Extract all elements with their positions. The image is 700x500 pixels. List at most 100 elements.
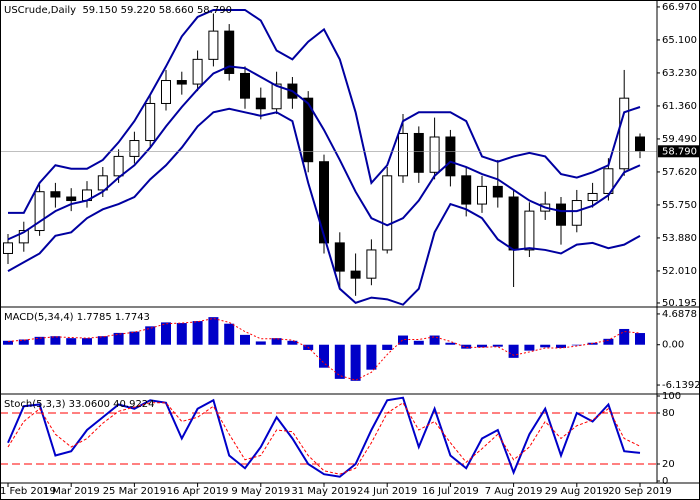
macd-bar xyxy=(255,341,266,345)
candle-body xyxy=(97,175,108,191)
band-line xyxy=(8,8,641,214)
y-tick-label: 80 xyxy=(662,408,675,419)
macd-bar xyxy=(287,340,298,345)
candle-body xyxy=(382,175,393,251)
y-tick-label: 57.620 xyxy=(662,167,697,178)
candle-body xyxy=(192,58,203,85)
macd-bar xyxy=(113,332,124,345)
macd-bar xyxy=(66,338,77,345)
candle-body xyxy=(208,30,219,60)
candle-body xyxy=(50,191,61,198)
y-tick-label: 59.490 xyxy=(662,134,697,145)
macd-bar xyxy=(208,317,219,345)
macd-bar xyxy=(82,338,92,345)
band-line xyxy=(7,107,641,306)
candle-body xyxy=(224,30,235,74)
x-tick-label: 7 Aug 2019 xyxy=(485,486,543,497)
y-tick-label: 0 xyxy=(662,476,668,487)
macd-bar xyxy=(271,338,282,345)
candle-body xyxy=(603,168,614,194)
macd-bar xyxy=(556,344,566,349)
candle-body xyxy=(66,196,77,202)
y-tick-label: 4.6878 xyxy=(662,309,697,320)
candle-body xyxy=(271,83,282,110)
candle-body xyxy=(366,249,377,279)
macd-bar xyxy=(445,342,456,345)
candle-body xyxy=(240,72,250,99)
y-tick-label: -6.1392 xyxy=(662,380,700,391)
candle-body xyxy=(587,192,598,202)
macd-bar xyxy=(129,331,140,345)
candle-body xyxy=(635,136,645,152)
candle-body xyxy=(350,270,361,279)
last-price-box xyxy=(658,145,700,158)
signal-line xyxy=(7,317,641,381)
macd-bar xyxy=(429,335,440,345)
macd-bar xyxy=(635,333,645,345)
x-tick-label: 24 Jun 2019 xyxy=(357,486,417,497)
candle-body xyxy=(477,185,487,205)
macd-bar xyxy=(145,326,156,345)
macd-bar xyxy=(319,344,329,368)
macd-bar xyxy=(571,344,582,346)
macd-bar xyxy=(508,344,519,358)
macd-bar xyxy=(366,344,377,370)
x-tick-label: 1 Feb 2019 xyxy=(0,486,56,497)
candle-body xyxy=(492,185,503,198)
y-tick-label: 53.880 xyxy=(662,233,697,244)
x-tick-label: 25 Mar 2019 xyxy=(103,486,166,497)
candle-body xyxy=(461,175,472,205)
macd-bar xyxy=(192,321,203,345)
x-tick-label: 1 Mar 2019 xyxy=(43,486,100,497)
candle-body xyxy=(445,136,456,177)
candle-body xyxy=(34,191,45,232)
macd-bar xyxy=(477,344,487,348)
candle-body xyxy=(18,230,29,244)
x-tick-label: 9 May 2019 xyxy=(231,486,290,497)
macd-bar xyxy=(619,328,630,345)
macd-bar xyxy=(50,336,61,345)
macd-bar xyxy=(524,344,535,351)
macd-bar xyxy=(176,323,187,345)
macd-bar xyxy=(350,344,361,381)
candle-body xyxy=(129,140,140,157)
y-tick-label: 0.00 xyxy=(662,340,684,351)
x-tick-label: 16 Apr 2019 xyxy=(167,486,229,497)
y-tick-label: 52.010 xyxy=(662,266,697,277)
panel-title: USCrude,Daily 59.150 59.220 58.660 58.79… xyxy=(4,5,232,16)
macd-bar xyxy=(334,344,345,379)
x-tick-label: 31 May 2019 xyxy=(291,486,356,497)
panel-title: MACD(5,34,4) 1.7785 1.7743 xyxy=(4,312,150,323)
x-tick-label: 20 Sep 2019 xyxy=(608,486,671,497)
macd-bar xyxy=(413,340,424,345)
candle-body xyxy=(429,136,440,173)
macd-bar xyxy=(97,336,108,345)
stoch-line xyxy=(7,396,641,478)
candle-body xyxy=(3,242,13,254)
band-line xyxy=(7,65,641,241)
y-tick-label: 61.360 xyxy=(662,101,697,112)
candle-body xyxy=(161,80,171,104)
candle-body xyxy=(303,97,314,163)
y-tick-label: 63.230 xyxy=(662,68,697,79)
macd-bar xyxy=(3,340,13,345)
candle-body xyxy=(556,203,566,226)
candle-body xyxy=(413,132,424,173)
macd-bar xyxy=(540,344,551,348)
macd-bar xyxy=(492,344,503,347)
last-price-label: 58.790 xyxy=(662,146,697,157)
macd-bar xyxy=(461,344,472,349)
candle-body xyxy=(524,210,535,251)
y-tick-label: 65.100 xyxy=(662,35,697,46)
candle-body xyxy=(113,155,124,177)
y-tick-label: 66.970 xyxy=(662,2,697,13)
macd-bar xyxy=(240,334,250,345)
macd-bar xyxy=(398,335,408,345)
macd-bar xyxy=(224,323,235,345)
macd-bar xyxy=(603,338,614,345)
x-tick-label: 16 Jul 2019 xyxy=(422,486,479,497)
candle-body xyxy=(398,132,408,177)
